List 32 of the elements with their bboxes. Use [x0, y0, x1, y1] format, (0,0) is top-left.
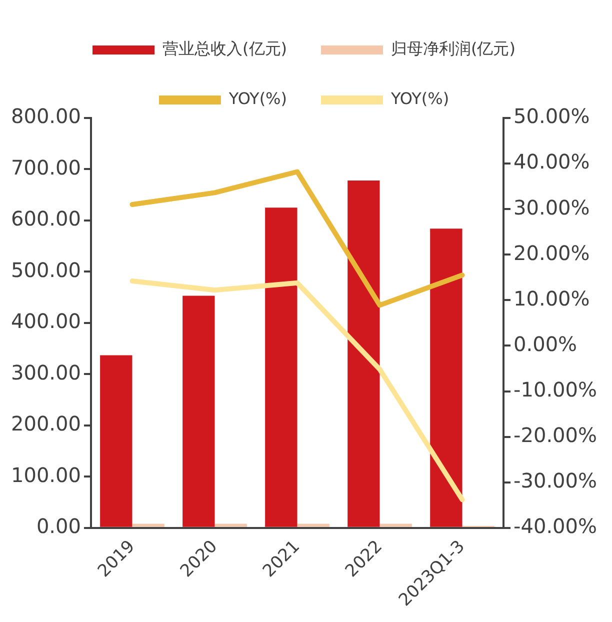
- y2-tick-label: 30.00%: [514, 195, 590, 220]
- y2-tick-label: 20.00%: [514, 240, 590, 265]
- y-tick-label: 700.00: [10, 155, 81, 180]
- legend-label: YOY(%): [228, 89, 287, 108]
- y-tick-label: 0.00: [36, 514, 81, 538]
- bar: [297, 524, 330, 527]
- y2-tick-label: 50.00%: [514, 104, 590, 128]
- y-tick-label: 200.00: [10, 412, 81, 436]
- y2-tick-label: -20.00%: [514, 423, 598, 448]
- bar: [214, 524, 247, 527]
- y-tick-label: 800.00: [10, 104, 81, 128]
- y2-tick-label: 0.00%: [514, 332, 578, 356]
- y2-tick-label: 40.00%: [514, 150, 590, 174]
- y2-tick-label: -10.00%: [514, 377, 598, 402]
- bar: [380, 524, 412, 527]
- bar: [100, 355, 132, 527]
- y-tick-label: 400.00: [10, 309, 81, 334]
- y-tick-label: 600.00: [10, 206, 81, 231]
- y-tick-label: 300.00: [10, 360, 81, 384]
- y2-tick-label: 10.00%: [514, 286, 590, 310]
- bar: [182, 296, 215, 527]
- legend-label: YOY(%): [390, 89, 450, 108]
- y-tick-label: 500.00: [10, 258, 81, 282]
- y-tick-label: 100.00: [10, 462, 81, 487]
- legend-label: 归母净利润(亿元): [391, 39, 516, 58]
- y2-tick-label: -40.00%: [514, 514, 598, 538]
- bar: [348, 180, 380, 527]
- bar: [265, 208, 298, 527]
- y2-tick-label: -30.00%: [514, 468, 598, 493]
- bar: [132, 524, 164, 527]
- bar: [430, 228, 462, 527]
- legend-label: 营业总收入(亿元): [162, 39, 287, 58]
